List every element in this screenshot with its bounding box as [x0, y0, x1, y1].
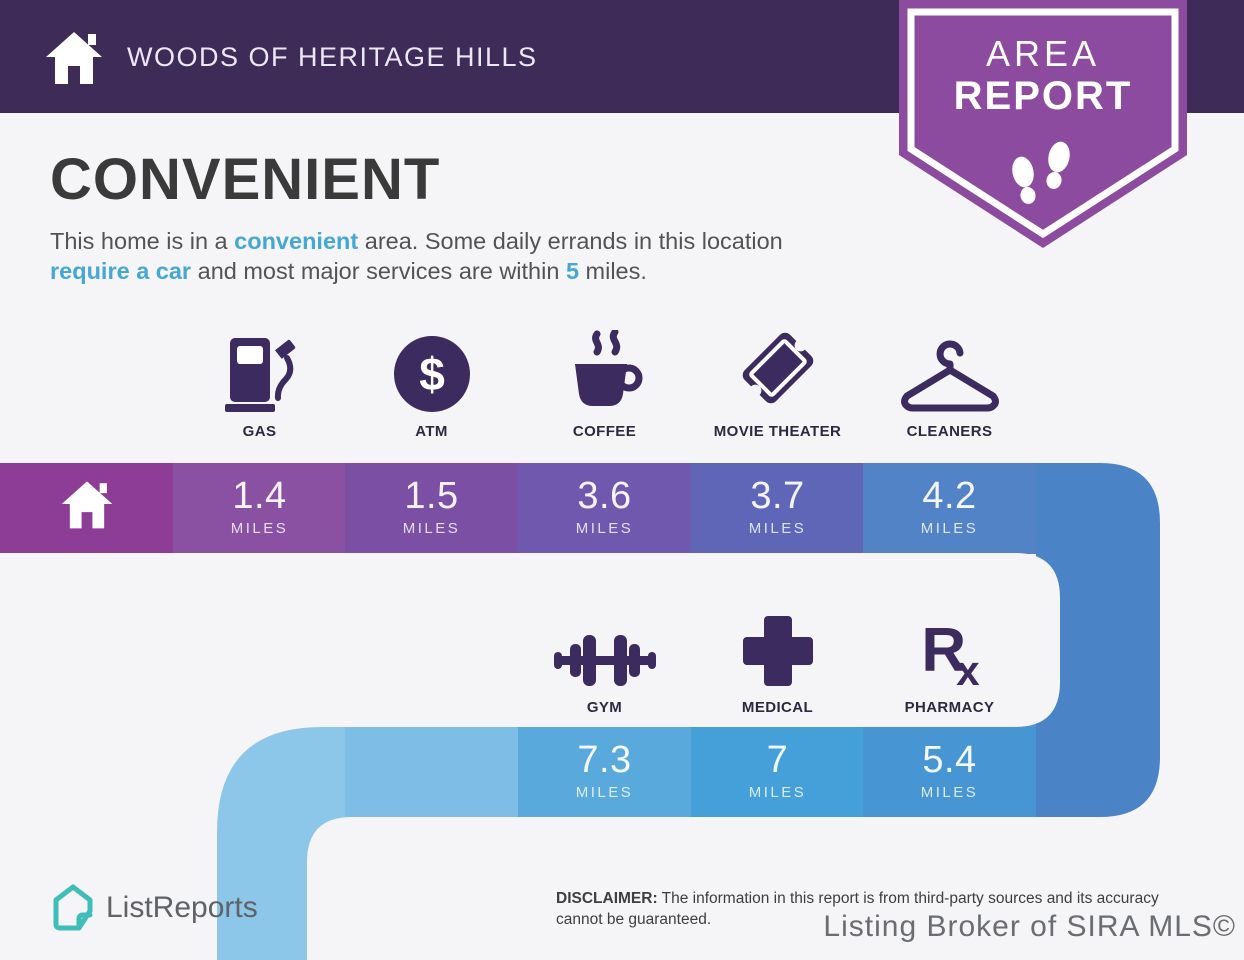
footprints-icon [1012, 141, 1070, 204]
amenity-atm: $ ATM [345, 326, 518, 440]
dumbbell-icon [553, 635, 656, 686]
distance-value: 7 [766, 739, 789, 781]
distance-coffee: 3.6 MILES [518, 477, 691, 537]
amenity-gym: GYM [518, 602, 691, 716]
bar-segment-gas [173, 463, 345, 554]
bar-segment-atm [345, 463, 518, 554]
badge-title-report: REPORT [953, 74, 1133, 118]
amenity-cleaners: CLEANERS [863, 326, 1036, 440]
distance-unit: MILES [575, 784, 634, 801]
distance-gas: 1.4 MILES [173, 477, 346, 537]
amenity-gas: GAS [173, 326, 346, 440]
listreports-logo-icon [53, 884, 93, 931]
distance-value: 3.6 [577, 475, 632, 517]
atm-dollar-icon: $ [393, 336, 470, 412]
page-title: CONVENIENT [50, 147, 441, 212]
bar-segment-cleaners [863, 463, 1036, 554]
amenity-label: GAS [242, 423, 277, 440]
distance-medical: 7 MILES [691, 741, 864, 801]
home-icon [46, 32, 102, 84]
amenity-movie-theater: MOVIE THEATER [691, 326, 864, 440]
highlight-miles: 5 [565, 258, 580, 284]
summary-text: This home is in a [50, 228, 235, 254]
summary-text: and most major services are within [191, 258, 566, 284]
distance-value: 3.7 [750, 475, 805, 517]
bar-segment-coffee [518, 463, 691, 554]
distance-value: 5.4 [922, 739, 977, 781]
summary-paragraph: This home is in a convenient area. Some … [50, 226, 840, 286]
logo-text: ListReports [106, 891, 258, 924]
distance-unit: MILES [920, 520, 979, 537]
svg-text:$: $ [419, 348, 445, 400]
distance-movie-theater: 3.7 MILES [691, 477, 864, 537]
amenity-label: ATM [415, 423, 448, 440]
rx-icon: Rx [921, 616, 979, 695]
distance-value: 7.3 [577, 739, 632, 781]
amenity-label: MEDICAL [741, 699, 814, 716]
amenity-label: MOVIE THEATER [713, 423, 842, 440]
distance-value: 1.4 [232, 475, 287, 517]
highlight-convenient: convenient [234, 228, 359, 254]
amenity-coffee: COFFEE [518, 326, 691, 440]
distance-value: 1.5 [404, 475, 459, 517]
distance-unit: MILES [748, 520, 807, 537]
amenity-label: COFFEE [572, 423, 637, 440]
distance-pharmacy: 5.4 MILES [863, 741, 1036, 801]
disclaimer: DISCLAIMER: The information in this repo… [556, 888, 1204, 930]
amenity-medical: MEDICAL [691, 602, 864, 716]
distance-unit: MILES [575, 520, 634, 537]
badge-title-area: AREA [985, 33, 1101, 74]
hanger-icon [900, 340, 999, 412]
distance-atm: 1.5 MILES [345, 477, 518, 537]
bar-segment-movie [691, 463, 863, 554]
summary-text: area. Some daily errands in this locatio… [358, 228, 783, 254]
distance-cleaners: 4.2 MILES [863, 477, 1036, 537]
highlight-require-a-car: require a car [50, 258, 192, 284]
distance-gym: 7.3 MILES [518, 741, 691, 801]
area-report-badge: AREA REPORT [899, 0, 1187, 252]
amenity-label: PHARMACY [904, 699, 995, 716]
home-icon [61, 481, 112, 529]
coffee-cup-icon [574, 330, 642, 406]
amenity-label: GYM [586, 699, 623, 716]
movie-ticket-icon [742, 332, 813, 404]
amenity-pharmacy: Rx PHARMACY [863, 602, 1036, 716]
property-name: WOODS OF HERITAGE HILLS [127, 42, 538, 72]
distance-unit: MILES [748, 784, 807, 801]
summary-text: miles. [579, 258, 647, 284]
bar-segment-blank [345, 680, 518, 960]
listreports-logo: ListReports [52, 884, 258, 932]
distance-value: 4.2 [922, 475, 977, 517]
gas-pump-icon [224, 338, 295, 412]
badge-shape [899, 0, 1187, 248]
home-marker [0, 470, 173, 537]
medical-cross-icon [742, 616, 813, 686]
disclaimer-text: The information in this report is from t… [556, 890, 1159, 928]
distance-unit: MILES [920, 784, 979, 801]
disclaimer-label: DISCLAIMER: [556, 890, 658, 907]
distance-unit: MILES [230, 520, 289, 537]
mls-attribution: Listing Broker of SIRA MLS© [823, 910, 1236, 943]
distance-unit: MILES [402, 520, 461, 537]
amenity-label: CLEANERS [906, 423, 993, 440]
